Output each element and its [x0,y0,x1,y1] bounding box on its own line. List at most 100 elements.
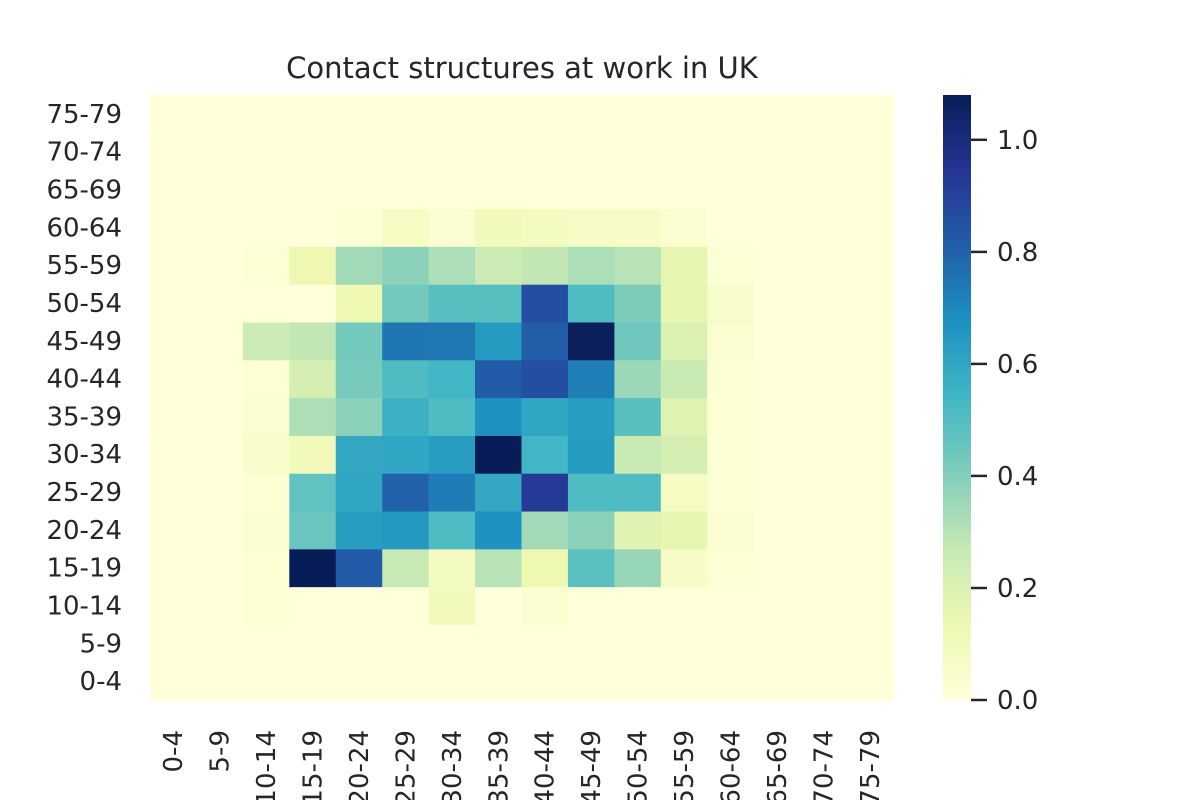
y-tick-label: 0-4 [80,667,122,697]
heatmap-cell [242,246,290,285]
heatmap-cell [567,132,615,172]
heatmap-cell [521,359,569,399]
heatmap-cell [707,170,755,210]
heatmap-cell [382,624,430,663]
heatmap-cell [567,246,615,285]
heatmap-cell [150,397,198,436]
heatmap-cell [150,95,198,134]
heatmap-cell [707,95,755,134]
heatmap-cell [428,246,476,285]
heatmap-cell [196,548,244,588]
heatmap-cell [242,662,290,701]
heatmap-cell [382,321,430,361]
heatmap-cell [521,397,569,436]
heatmap-cell [382,132,430,172]
x-tick-label: 20-24 [345,730,375,800]
heatmap-cell [475,586,523,625]
y-tick-label: 75-79 [46,100,122,130]
heatmap-cell [335,95,383,134]
heatmap-cell [475,624,523,663]
colorbar-tick-label: 0.0 [997,686,1038,716]
heatmap-cell [753,246,801,285]
x-tick-label: 30-34 [438,730,468,800]
heatmap-cell [242,435,290,474]
heatmap-cell [614,624,662,663]
heatmap-cell [660,95,708,134]
heatmap-cell [521,208,569,247]
heatmap-cell [800,321,848,361]
heatmap-cell [428,473,476,512]
heatmap-cell [521,435,569,474]
heatmap-cell [707,359,755,399]
heatmap-cell [660,284,708,323]
y-tick-label: 55-59 [46,251,122,281]
heatmap-cell [521,246,569,285]
heatmap-cell [428,624,476,663]
heatmap-cell [335,359,383,399]
heatmap-cell [567,170,615,210]
heatmap-cell [196,359,244,399]
heatmap-cell [150,624,198,663]
heatmap-cell [150,435,198,474]
x-tick-label: 35-39 [484,730,514,800]
heatmap-cell [475,397,523,436]
heatmap-cell [800,624,848,663]
heatmap-cell [196,662,244,701]
heatmap-cell [567,586,615,625]
heatmap-cell [521,548,569,588]
colorbar-tick-label: 0.2 [997,574,1038,604]
heatmap-cell [289,435,337,474]
heatmap-cell [567,624,615,663]
y-tick-label: 40-44 [46,365,122,395]
y-tick-label: 25-29 [46,478,122,508]
heatmap-cell [567,397,615,436]
heatmap-cell [567,208,615,247]
heatmap-cell [521,170,569,210]
heatmap-cell [707,246,755,285]
heatmap-cell [753,321,801,361]
heatmap-cell [753,359,801,399]
heatmap-cell [196,624,244,663]
heatmap-cell [428,321,476,361]
heatmap-cell [428,284,476,323]
heatmap-cell [196,208,244,247]
heatmap-cell [800,662,848,701]
heatmap-cell [289,510,337,550]
heatmap-cell [428,397,476,436]
x-tick-label: 15-19 [299,730,329,800]
x-tick-label: 25-29 [391,730,421,800]
heatmap-cell [800,246,848,285]
heatmap-cell [242,208,290,247]
heatmap-cell [289,246,337,285]
heatmap-cell [150,662,198,701]
heatmap-cell [150,132,198,172]
heatmap-cell [660,208,708,247]
heatmap-cell [196,284,244,323]
heatmap-cell [382,359,430,399]
heatmap-cell [335,321,383,361]
heatmap-cell [335,586,383,625]
heatmap-cell [753,586,801,625]
heatmap-cell [289,397,337,436]
heatmap-cell [289,624,337,663]
heatmap-cell [846,359,894,399]
heatmap-cell [707,473,755,512]
heatmap-cell [150,284,198,323]
heatmap-cell [614,435,662,474]
heatmap-cell [428,359,476,399]
heatmap-cell [614,321,662,361]
heatmap-cell [660,246,708,285]
heatmap-cell [289,548,337,588]
heatmap-cell [196,321,244,361]
heatmap-cell [846,208,894,247]
heatmap-cell [382,548,430,588]
heatmap-cell [800,510,848,550]
heatmap-cell [753,548,801,588]
heatmap-cell [707,208,755,247]
heatmap-cell [660,662,708,701]
heatmap-cell [335,132,383,172]
heatmap-cell [753,170,801,210]
heatmap-cell [753,624,801,663]
heatmap-cell [335,510,383,550]
